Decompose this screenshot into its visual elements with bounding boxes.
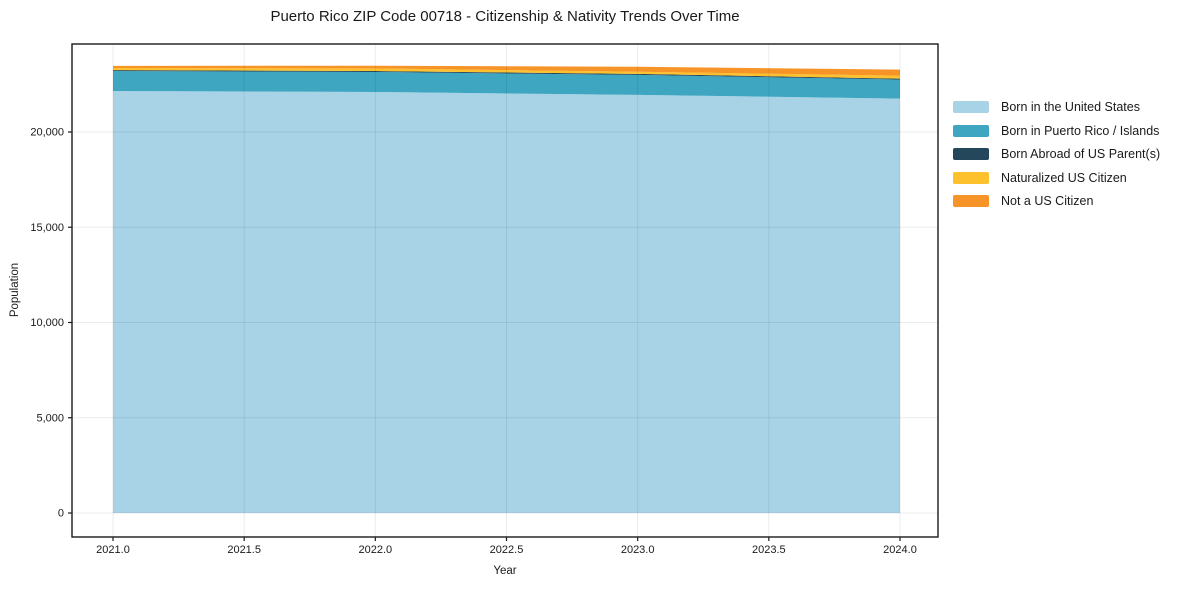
x-tick-label: 2022.0 <box>359 544 393 556</box>
y-tick-label: 15,000 <box>30 222 64 234</box>
legend-swatch-naturalized-us-citizen <box>953 171 989 184</box>
y-tick-label: 10,000 <box>30 317 64 329</box>
area-not-a-us-citizen <box>113 65 900 76</box>
y-axis-label: Population <box>9 262 21 318</box>
legend: Born in the United States Born in Puerto … <box>953 101 1160 208</box>
legend-item-not-a-us-citizen: Not a US Citizen <box>953 195 1160 208</box>
y-tick-label: 5,000 <box>36 412 64 424</box>
legend-swatch-born-abroad-of-us-parent-s <box>953 148 989 161</box>
area-born-in-puerto-rico-islands <box>113 71 900 99</box>
x-tick-label: 2022.5 <box>490 544 524 556</box>
area-naturalized-us-citizen <box>113 67 900 79</box>
legend-label: Not a US Citizen <box>1001 194 1094 208</box>
area-born-in-the-united-states <box>113 91 900 513</box>
legend-item-born-in-the-united-states: Born in the United States <box>953 101 1160 114</box>
gridlines <box>72 44 938 537</box>
legend-label: Born in the United States <box>1001 100 1140 114</box>
y-tick-label: 20,000 <box>30 127 64 139</box>
legend-swatch-not-a-us-citizen <box>953 195 989 208</box>
legend-label: Born Abroad of US Parent(s) <box>1001 147 1161 161</box>
legend-item-naturalized-us-citizen: Naturalized US Citizen <box>953 170 1160 185</box>
legend-swatch-born-in-the-united-states <box>953 101 989 114</box>
legend-label: Naturalized US Citizen <box>1001 170 1127 185</box>
x-tick-label: 2023.0 <box>621 544 655 556</box>
legend-label: Born in Puerto Rico / Islands <box>1001 123 1160 138</box>
x-tick-label: 2021.0 <box>96 544 130 556</box>
legend-swatch-born-in-puerto-rico-islands <box>953 124 989 137</box>
area-born-abroad-of-us-parent-s <box>113 70 900 80</box>
chart-title: Puerto Rico ZIP Code 00718 - Citizenship… <box>270 8 740 25</box>
y-tick-label: 0 <box>58 508 64 520</box>
legend-item-born-in-puerto-rico-islands: Born in Puerto Rico / Islands <box>953 123 1160 138</box>
x-tick-label: 2024.0 <box>883 544 917 556</box>
x-tick-label: 2023.5 <box>752 544 786 556</box>
axis-ticks <box>68 131 901 541</box>
legend-item-born-abroad-of-us-parent-s: Born Abroad of US Parent(s) <box>953 148 1160 161</box>
tick-labels: 2021.0 2021.5 2022.0 2022.5 2023.0 2023.5 2024… <box>30 127 916 556</box>
x-tick-label: 2021.5 <box>227 544 261 556</box>
stacked-areas <box>113 65 900 513</box>
plot-frame <box>71 43 939 538</box>
x-axis-label: Year <box>493 565 517 577</box>
